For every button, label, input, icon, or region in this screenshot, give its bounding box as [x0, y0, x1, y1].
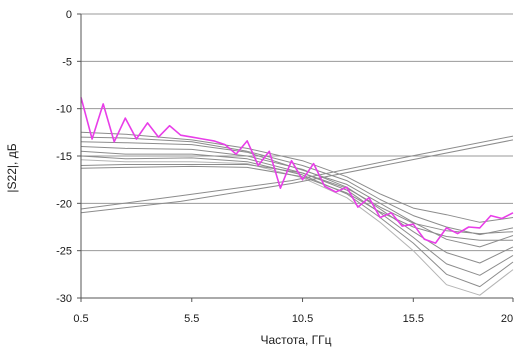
series-line: [80, 159, 514, 296]
series-line: [80, 139, 514, 214]
gridlines: [81, 13, 513, 252]
x-tick-label: 15.5: [403, 313, 424, 325]
y-tick-labels: 0 -5 -10 -15 -20 -25 -30: [56, 9, 72, 305]
series-layer: [80, 97, 514, 296]
series-line-highlight: [80, 97, 514, 244]
series-line: [80, 141, 514, 248]
y-tick-label: -5: [62, 56, 72, 68]
y-tick-label: 0: [66, 9, 72, 21]
x-tick-labels: 0.5 5.5 10.5 15.5 20: [73, 313, 513, 325]
x-tick-label: 0.5: [73, 313, 88, 325]
y-tick-label: -20: [56, 198, 72, 210]
series-line: [80, 164, 514, 235]
y-tick-label: -25: [56, 246, 72, 258]
y-tick-label: -15: [56, 151, 72, 163]
series-line: [80, 150, 514, 276]
x-axis-label: Частота, ГГц: [260, 333, 331, 347]
series-line: [80, 155, 514, 288]
series-line: [80, 135, 514, 210]
x-tick-label: 5.5: [184, 313, 199, 325]
y-tick-label: -10: [56, 104, 72, 116]
y-tick-label: -30: [56, 293, 72, 305]
series-line: [80, 136, 514, 236]
y-axis-label: |S22|, дБ: [5, 143, 19, 192]
x-tick-label: 20: [501, 313, 513, 325]
x-tick-label: 10.5: [292, 313, 313, 325]
axes: [77, 13, 514, 302]
series-line: [80, 131, 514, 223]
series-line: [80, 165, 513, 241]
